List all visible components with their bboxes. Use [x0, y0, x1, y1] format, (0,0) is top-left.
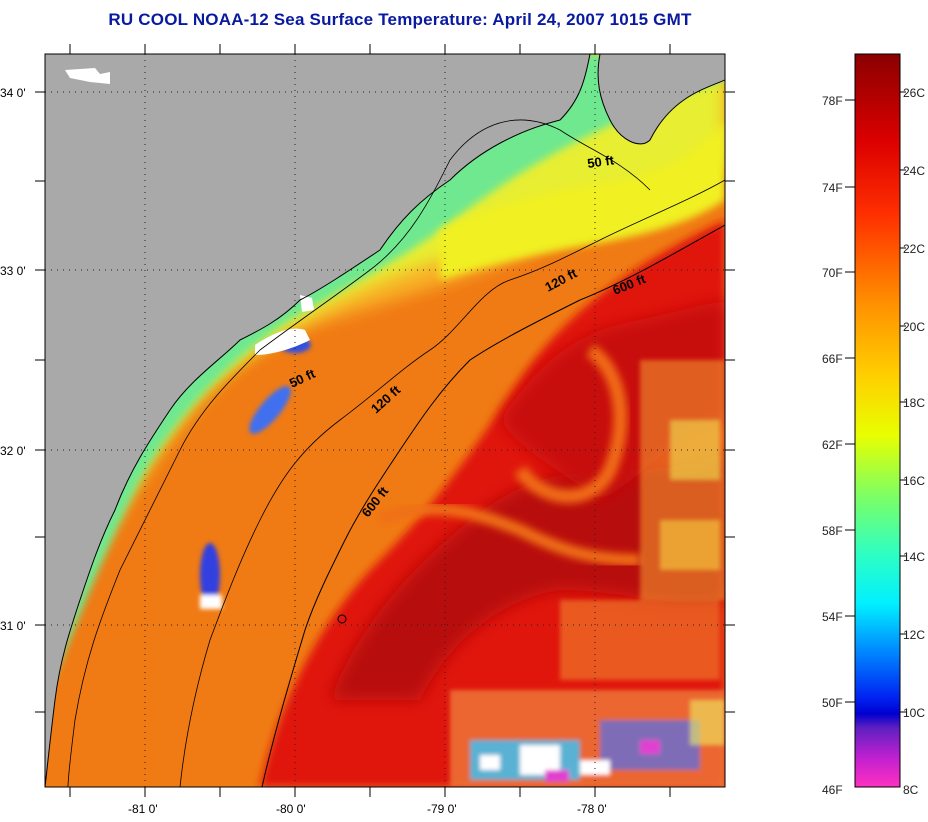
- colorbar-label-78f: 78F: [822, 94, 843, 108]
- coastline: [45, 54, 591, 787]
- colorbar-label-20c: 20C: [903, 320, 925, 334]
- colorbar-label-12c: 12C: [903, 628, 925, 642]
- lon-label-78: -78 0': [577, 802, 607, 816]
- colorbar-label-14c: 14C: [903, 550, 925, 564]
- colorbar-label-70f: 70F: [822, 266, 843, 280]
- lat-label-33: 33 0': [0, 264, 26, 278]
- colorbar-label-22c: 22C: [903, 242, 925, 256]
- lon-label-80: -80 0': [276, 802, 306, 816]
- sst-image: 50 ft 50 ft 120 ft 120 ft 600 ft 600 ft: [45, 54, 725, 787]
- lon-label-81: -81 0': [128, 802, 158, 816]
- colorbar-label-16c: 16C: [903, 474, 925, 488]
- map-title: RU COOL NOAA-12 Sea Surface Temperature:…: [108, 10, 692, 29]
- colorbar-label-10c: 10C: [903, 706, 925, 720]
- colorbar-gradient: [854, 53, 901, 788]
- lat-label-32: 32 0': [0, 444, 26, 458]
- contour-120ft: [179, 179, 725, 787]
- map-frame: [44, 53, 726, 788]
- colorbar-label-58f: 58F: [822, 524, 843, 538]
- contour-600ft: [261, 224, 725, 787]
- contour-50ft: [67, 119, 651, 787]
- lon-label-79: -79 0': [427, 802, 457, 816]
- contour-label-50ft-north: 50 ft: [586, 152, 615, 171]
- colorbar-label-62f: 62F: [822, 438, 843, 452]
- colorbar-label-66f: 66F: [822, 352, 843, 366]
- colorbar-label-50f: 50F: [822, 696, 843, 710]
- colorbar-label-46f: 46F: [822, 783, 843, 797]
- colorbar-label-54f: 54F: [822, 610, 843, 624]
- lat-label-34: 34 0': [0, 86, 26, 100]
- colorbar-label-24c: 24C: [903, 164, 925, 178]
- colorbar-label-18c: 18C: [903, 396, 925, 410]
- lat-lon-grid: [45, 54, 725, 787]
- colorbar-label-26c: 26C: [903, 86, 925, 100]
- colorbar: 78F 74F 70F 66F 62F 58F 54F 50F 46F 26C …: [822, 53, 925, 797]
- colorbar-label-8c: 8C: [903, 783, 919, 797]
- colorbar-label-74f: 74F: [822, 181, 843, 195]
- land-mass: [45, 54, 590, 787]
- lat-label-31: 31 0': [0, 619, 26, 633]
- map-ticks: [35, 44, 735, 797]
